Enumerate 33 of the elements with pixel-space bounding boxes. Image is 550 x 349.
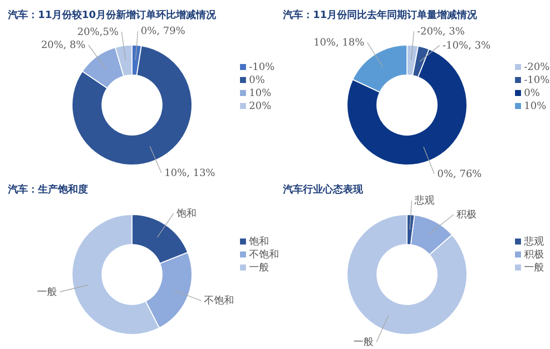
legend-label: 饱和 xyxy=(248,236,269,248)
legend-label: 积极 xyxy=(524,248,544,260)
chart-title: 汽车：11月份同比去年同期订单量增减情况 xyxy=(282,9,478,21)
data-label: 10%, 18% xyxy=(314,38,364,49)
data-label: 一般 xyxy=(354,336,374,348)
chart-title: 汽车：生产饱和度 xyxy=(7,184,88,196)
text: 10%, 13% xyxy=(164,168,216,179)
legend-label: 0% xyxy=(524,88,540,99)
data-label: 悲观 xyxy=(414,194,435,207)
legend-label: -20% xyxy=(524,62,550,73)
data-label: 饱和 xyxy=(176,207,197,220)
legend-label: 0% xyxy=(249,75,265,86)
legend-label: 不饱和 xyxy=(249,248,279,260)
legend-label: 一般 xyxy=(249,262,269,274)
chart-title: 汽车行业心态表现 xyxy=(282,184,364,196)
text: 0%, 79% xyxy=(140,26,186,38)
data-label: -10%, 3% xyxy=(442,40,490,52)
legend-label: 10% xyxy=(249,88,272,99)
text: 20%, 8% xyxy=(41,40,86,52)
legend-label: -10% xyxy=(249,62,275,73)
legend-label: 一般 xyxy=(524,262,544,274)
chart-title: 汽车：11月份较10月份新增订单环比增减情况 xyxy=(7,9,217,21)
donut-slice xyxy=(346,48,468,166)
data-label: 0%, 76% xyxy=(437,168,482,180)
data-label: 一般 xyxy=(37,286,58,298)
legend-label: 悲观 xyxy=(523,236,544,248)
text: 20%,5% xyxy=(77,26,119,38)
legend-label: 10% xyxy=(524,101,546,112)
legend-label: -10% xyxy=(524,75,550,86)
data-label: -20%, 3% xyxy=(416,26,465,38)
legend-label: 20% xyxy=(249,101,272,112)
data-label: 积极 xyxy=(456,208,477,221)
data-label: 不饱和 xyxy=(204,294,234,307)
